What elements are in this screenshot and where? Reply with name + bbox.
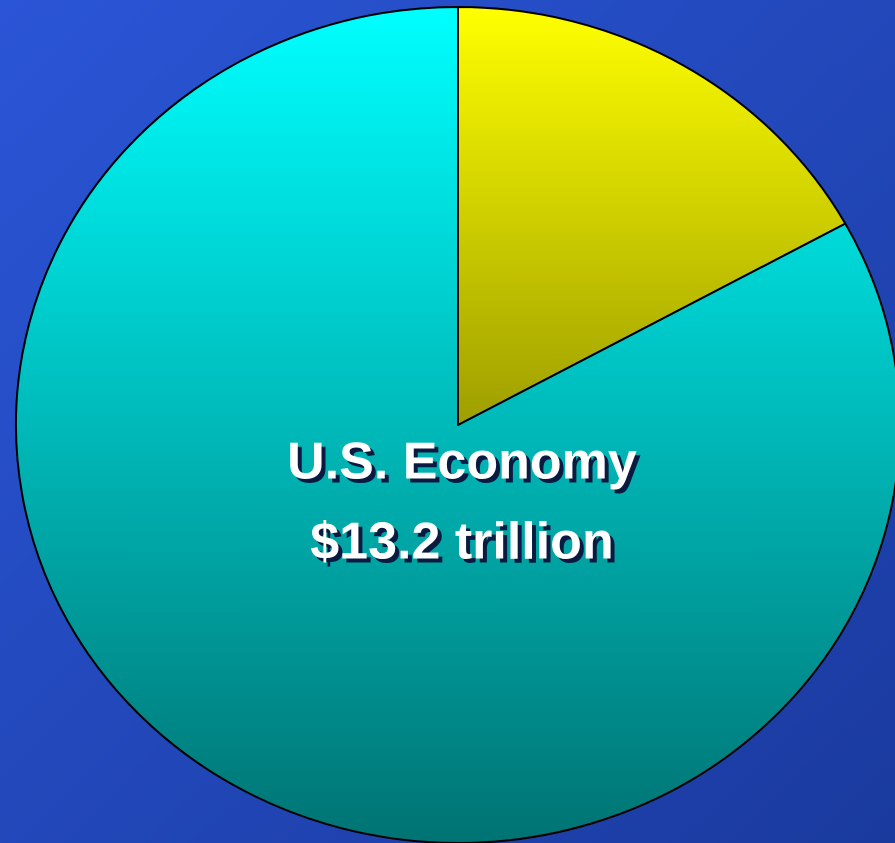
- pie-slice: [457, 6, 847, 426]
- annotation: U.S. Economy: [287, 433, 637, 491]
- annotation-shadow: U.S. Economy: [291, 437, 641, 495]
- annotation: $13.2 trillion: [310, 513, 613, 571]
- pie-slice: [15, 6, 895, 843]
- pie: [15, 6, 895, 843]
- annotation-shadow: $13.2 trillion: [314, 517, 617, 575]
